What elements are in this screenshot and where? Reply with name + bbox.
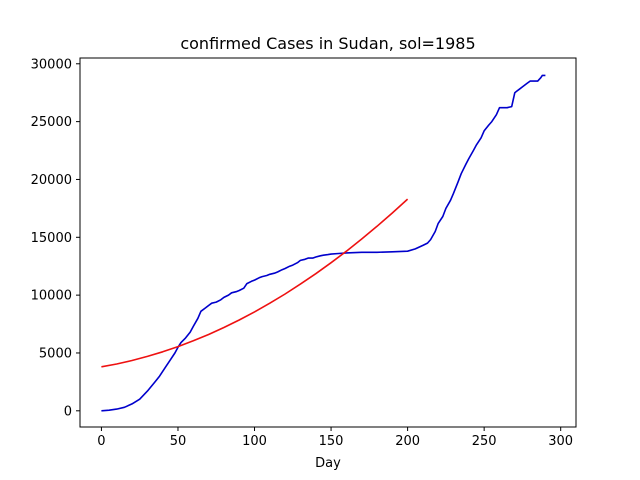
series-line-1 xyxy=(101,74,546,412)
y-tick-label: 20000 xyxy=(31,173,72,188)
y-tick-label: 0 xyxy=(64,404,72,419)
y-tick-label: 10000 xyxy=(31,289,72,304)
x-tick-label: 100 xyxy=(242,434,267,449)
axes-frame xyxy=(79,57,577,428)
y-tick-label: 5000 xyxy=(39,346,72,361)
x-tick-label: 0 xyxy=(97,434,105,449)
x-axis-label: Day xyxy=(315,456,341,471)
series-line-2 xyxy=(101,198,409,368)
chart-title: confirmed Cases in Sudan, sol=1985 xyxy=(180,34,475,53)
plot-area: 0 50 100 150 200 250 300 0 5000 10000 15000 20000 25… xyxy=(31,57,577,449)
x-tick-label: 250 xyxy=(472,434,497,449)
y-tick-label: 15000 xyxy=(31,231,72,246)
x-tick-label: 50 xyxy=(170,434,187,449)
y-tick-label: 30000 xyxy=(31,57,72,72)
x-tick-label: 200 xyxy=(395,434,420,449)
y-tick-label: 25000 xyxy=(31,115,72,130)
x-tick-label: 300 xyxy=(548,434,573,449)
x-tick-label: 150 xyxy=(319,434,344,449)
